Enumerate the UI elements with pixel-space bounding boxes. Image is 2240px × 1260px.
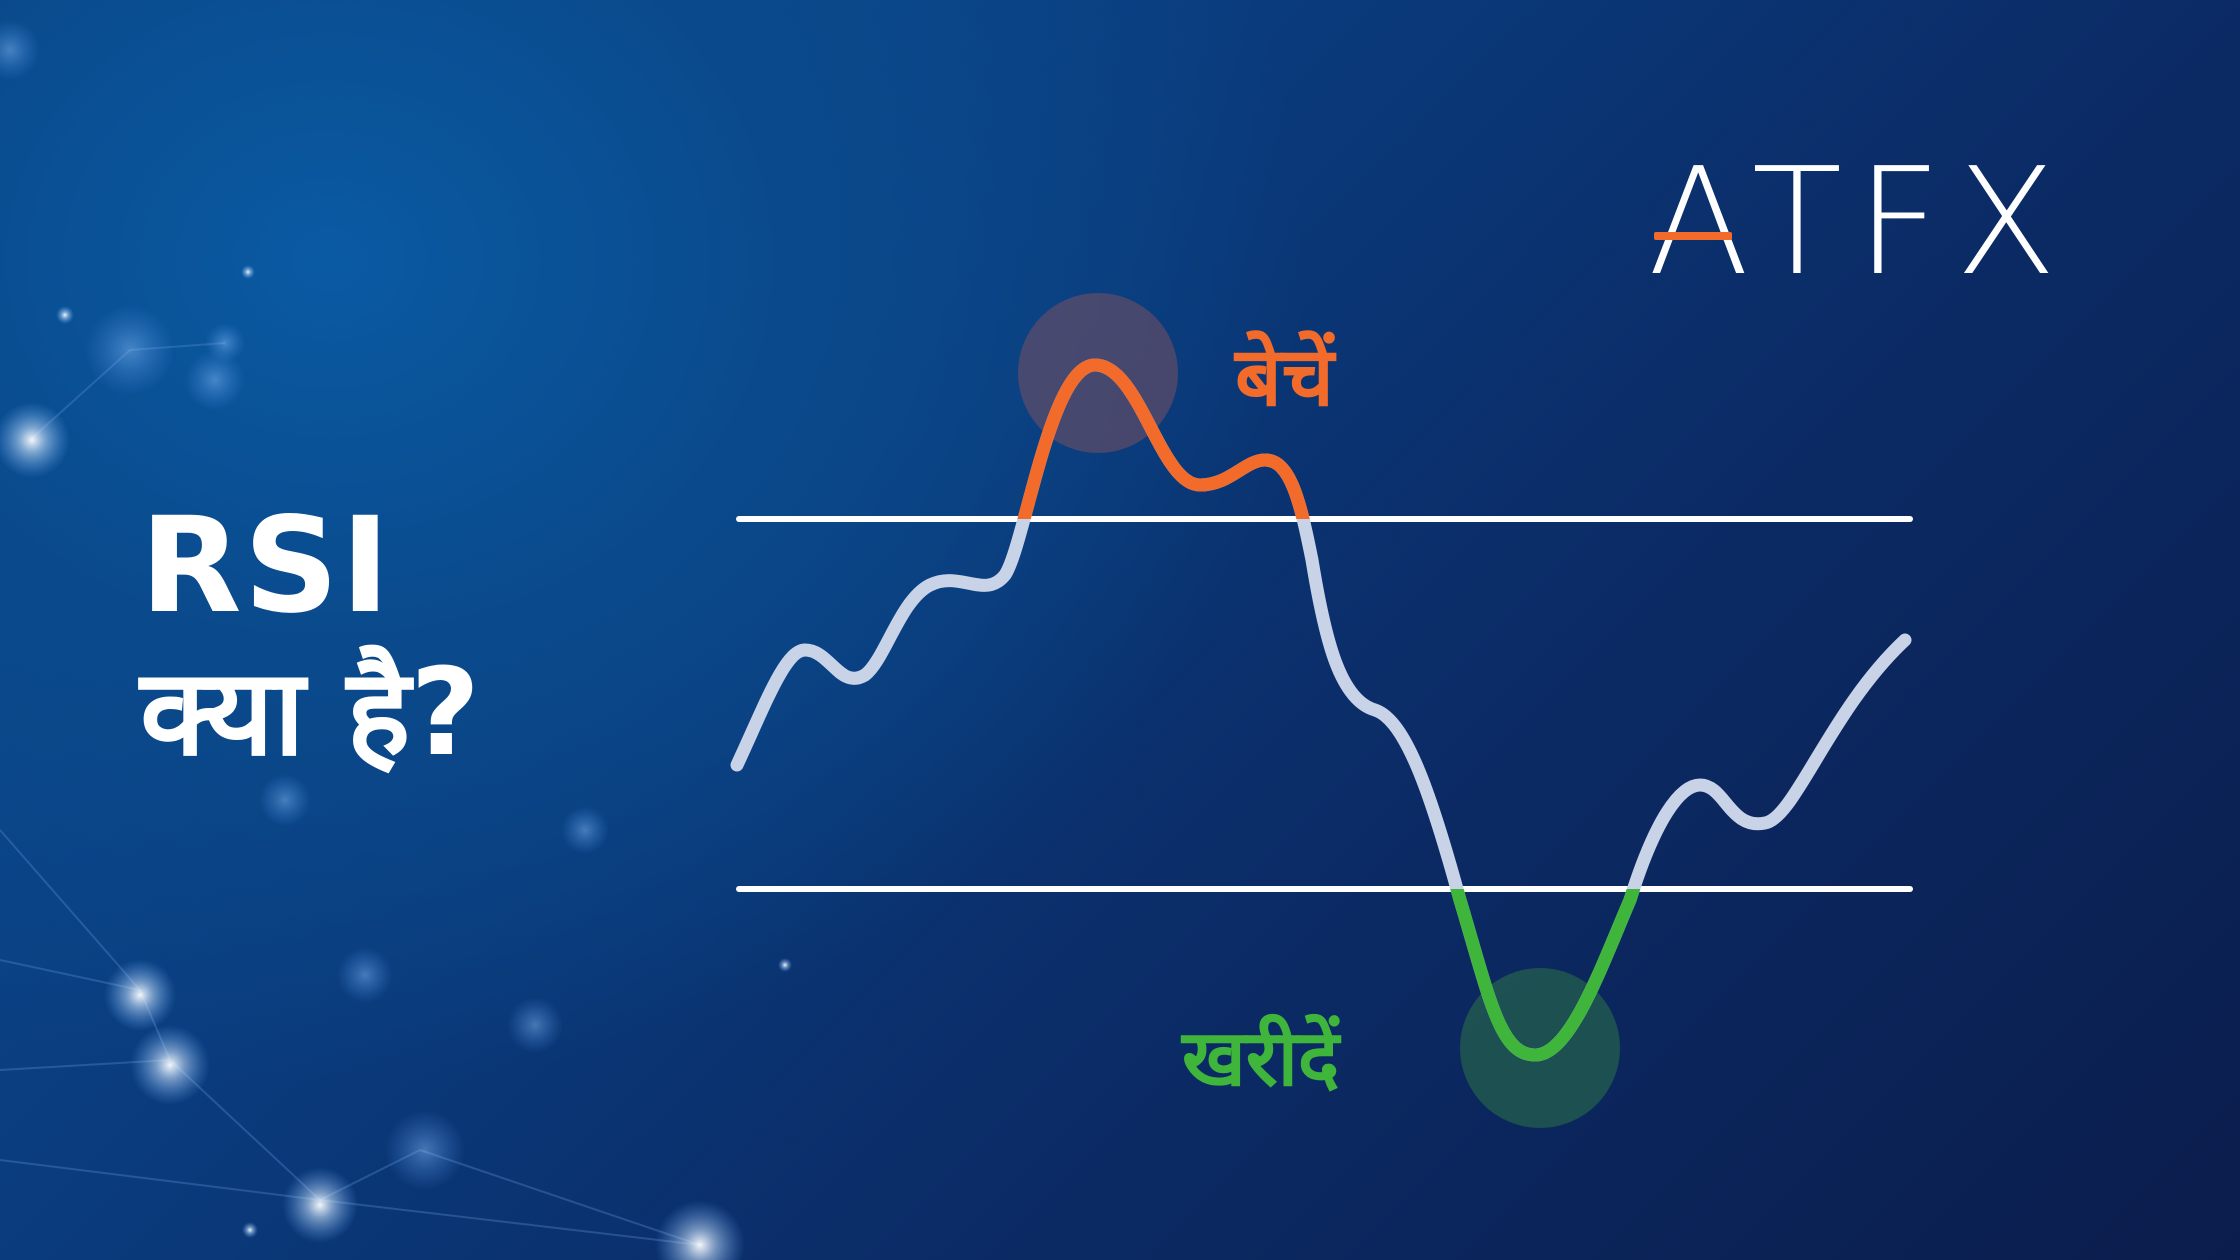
rsi-overbought-segment	[737, 365, 1905, 1055]
buy-label: खरीदें	[1182, 1014, 1340, 1104]
rsi-oversold-segment	[737, 365, 1905, 1055]
title-line-question: क्या है?	[140, 644, 480, 783]
sell-label: बेचें	[1235, 330, 1334, 425]
rsi-line	[737, 365, 1905, 1055]
atfx-logo: ATFX	[1648, 148, 2057, 296]
logo-text: ATFX	[1648, 136, 2071, 308]
page-title: RSI क्या है?	[140, 500, 480, 774]
title-line-rsi: RSI	[140, 489, 392, 643]
orange-dash-icon	[1654, 232, 1732, 240]
